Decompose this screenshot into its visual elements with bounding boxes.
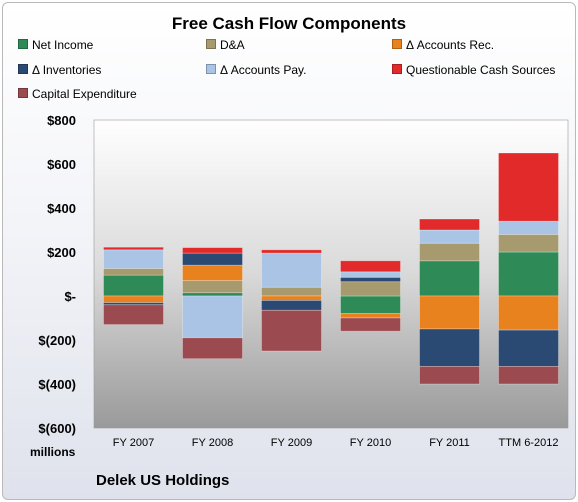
bar-segment	[340, 317, 401, 332]
bar-segment	[182, 292, 243, 297]
bar-segment	[340, 313, 401, 319]
bar-segment	[419, 260, 480, 297]
legend-swatch	[206, 64, 216, 74]
bar-segment	[498, 295, 559, 331]
y-tick-label: $400	[47, 201, 76, 216]
legend-item-questionable-cash: Questionable Cash Sources	[392, 63, 555, 77]
x-tick-label: TTM 6-2012	[499, 437, 559, 449]
legend-label: Δ Accounts Pay.	[220, 63, 307, 77]
x-tick-label: FY 2007	[113, 437, 154, 449]
legend-swatch	[206, 39, 216, 49]
bar-segment	[419, 218, 480, 231]
bar-segment	[340, 281, 401, 297]
legend-swatch	[18, 39, 28, 49]
bar-segment	[182, 337, 243, 360]
legend-swatch	[392, 39, 402, 49]
bar-segment	[261, 295, 322, 301]
legend-swatch	[18, 88, 28, 98]
bar-segment	[419, 242, 480, 262]
bar-segment	[182, 264, 243, 282]
x-tick-label: FY 2010	[350, 437, 391, 449]
bar-segment	[261, 249, 322, 254]
bar-segment	[498, 233, 559, 253]
y-tick-label: $-	[64, 289, 76, 304]
legend-label: Δ Inventories	[32, 63, 102, 77]
legend-label: Δ Accounts Rec.	[406, 38, 495, 52]
source-label: Delek US Holdings	[96, 472, 230, 489]
bar-segment	[103, 249, 164, 269]
bar-segment	[182, 252, 243, 266]
x-tick-label: FY 2011	[429, 437, 470, 449]
bar-segment	[261, 286, 322, 297]
bar-segment	[498, 251, 559, 297]
bar-segment	[103, 274, 164, 297]
legend-item-inventories: Δ Inventories	[18, 63, 101, 77]
bar-segment	[340, 271, 401, 278]
bar-segment	[419, 328, 480, 367]
plot-area	[93, 119, 569, 429]
bar-segment	[340, 276, 401, 283]
bar-segment	[419, 365, 480, 385]
y-tick-label: $600	[47, 157, 76, 172]
bar-segment	[182, 247, 243, 254]
legend-item-net-income: Net Income	[18, 38, 93, 52]
bar-segment	[498, 220, 559, 235]
bar-segment	[261, 252, 322, 288]
bar-segment	[419, 229, 480, 244]
bar-segment	[498, 329, 559, 367]
bar-segment	[182, 280, 243, 294]
y-tick-label: $(200)	[38, 333, 76, 348]
bar-segment	[261, 299, 322, 311]
legend-swatch	[392, 64, 402, 74]
legend-label: Questionable Cash Sources	[406, 63, 556, 77]
bar-segment	[103, 246, 164, 251]
legend-item-da: D&A	[206, 38, 245, 52]
legend-item-accounts-pay: Δ Accounts Pay.	[206, 63, 307, 77]
bar-segment	[498, 152, 559, 222]
bar-segment	[340, 295, 401, 315]
legend-item-accounts-rec: Δ Accounts Rec.	[392, 38, 494, 52]
bar-segment	[103, 268, 164, 276]
legend-swatch	[18, 64, 28, 74]
legend-label: Capital Expenditure	[32, 87, 137, 101]
bar-segment	[182, 295, 243, 339]
bar-segment	[261, 309, 322, 352]
legend-label: D&A	[220, 38, 245, 52]
bar-segment	[340, 260, 401, 273]
bar-segment	[419, 295, 480, 330]
legend-label: Net Income	[32, 38, 94, 52]
y-tick-label: $(600)	[38, 421, 76, 436]
y-tick-label: $200	[47, 245, 76, 260]
legend-item-capex: Capital Expenditure	[18, 87, 137, 101]
bar-segment	[498, 365, 559, 385]
y-tick-label: $800	[47, 113, 76, 128]
y-axis-unit-label: millions	[30, 445, 76, 459]
x-tick-label: FY 2009	[271, 437, 312, 449]
x-tick-label: FY 2008	[192, 437, 233, 449]
bar-segment	[103, 304, 164, 325]
chart-title: Free Cash Flow Components	[171, 14, 407, 33]
y-tick-label: $(400)	[38, 377, 76, 392]
bar-segment	[103, 295, 164, 303]
